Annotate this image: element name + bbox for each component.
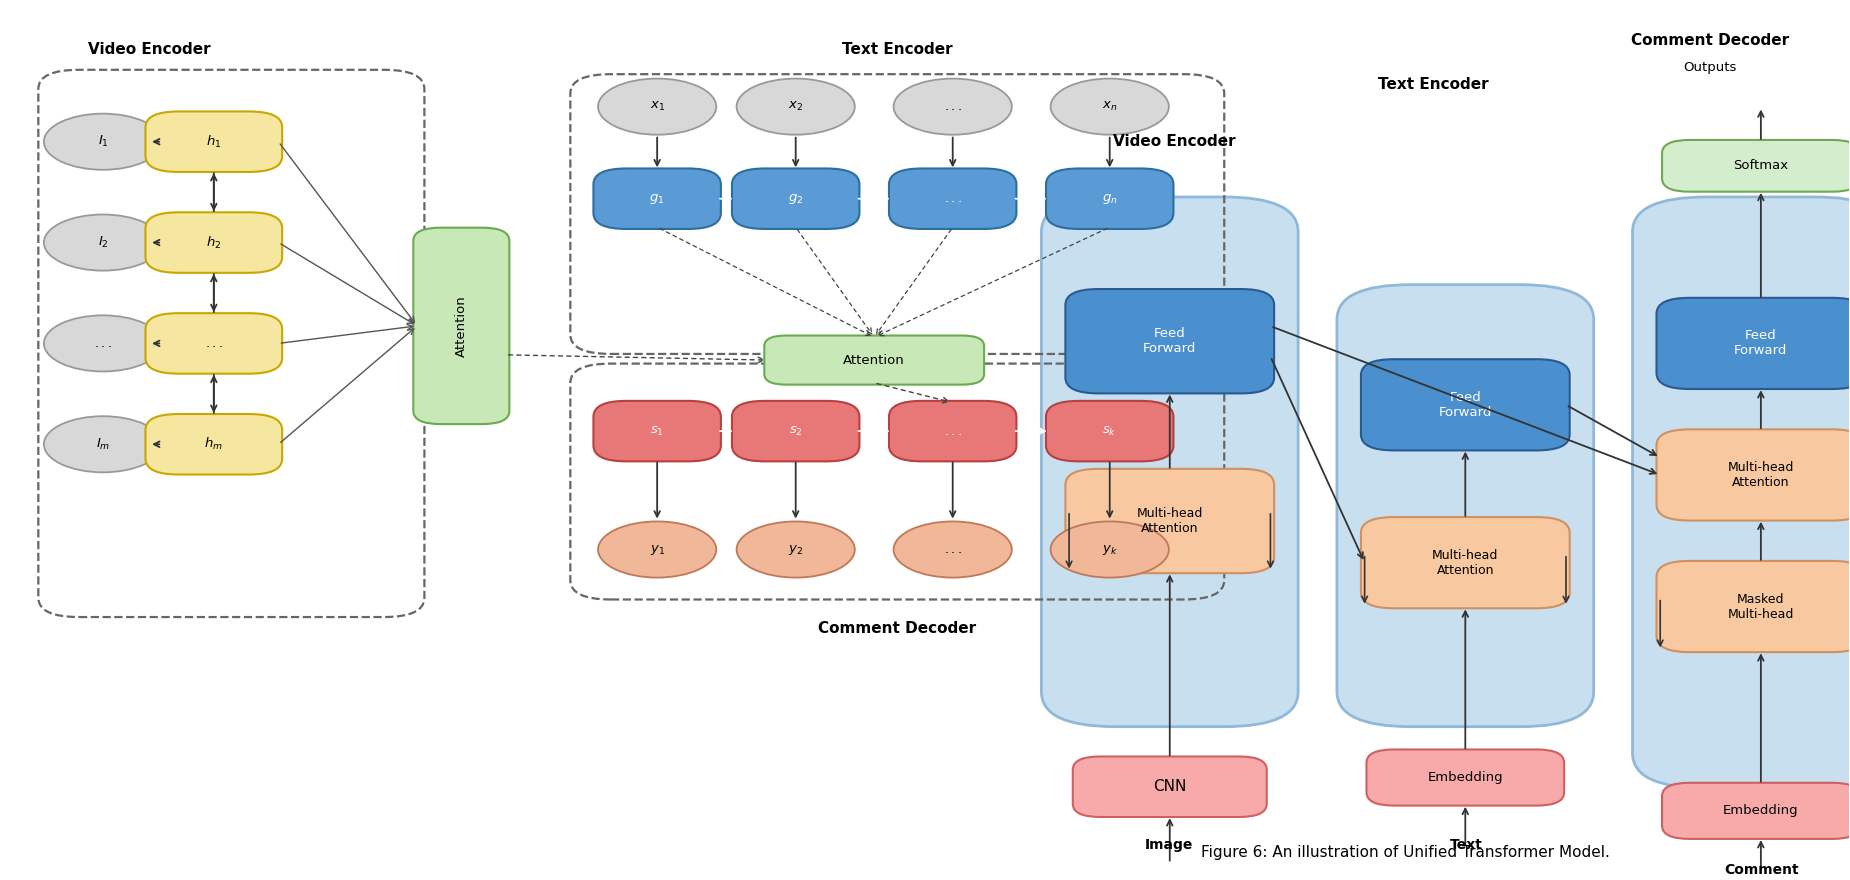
Text: $x_n$: $x_n$ [1103, 100, 1117, 114]
FancyBboxPatch shape [1066, 289, 1275, 393]
Text: Comment Decoder: Comment Decoder [818, 621, 977, 636]
Text: Comment Decoder: Comment Decoder [1632, 33, 1789, 48]
Text: Masked
Multi-head: Masked Multi-head [1728, 592, 1794, 620]
Text: $g_1$: $g_1$ [649, 192, 664, 206]
Text: $s_2$: $s_2$ [788, 424, 803, 437]
FancyBboxPatch shape [1367, 750, 1563, 805]
Circle shape [44, 114, 163, 170]
Text: $s_1$: $s_1$ [649, 424, 664, 437]
FancyBboxPatch shape [146, 414, 283, 474]
FancyBboxPatch shape [594, 401, 722, 461]
Text: $I_m$: $I_m$ [96, 436, 111, 451]
Text: $h_2$: $h_2$ [205, 234, 222, 251]
Text: Text Encoder: Text Encoder [1378, 77, 1487, 92]
FancyBboxPatch shape [1073, 757, 1267, 817]
Text: Video Encoder: Video Encoder [87, 42, 211, 57]
Circle shape [598, 522, 716, 577]
Text: Embedding: Embedding [1722, 804, 1798, 818]
Text: Attention: Attention [844, 354, 905, 367]
FancyBboxPatch shape [1066, 469, 1275, 573]
Text: CNN: CNN [1153, 780, 1186, 795]
Circle shape [1051, 522, 1169, 577]
Text: $h_1$: $h_1$ [205, 134, 222, 150]
Text: Multi-head
Attention: Multi-head Attention [1728, 461, 1794, 489]
Text: $y_k$: $y_k$ [1103, 542, 1117, 556]
Text: $...$: $...$ [944, 543, 962, 556]
Text: $g_2$: $g_2$ [788, 192, 803, 206]
Text: $h_m$: $h_m$ [205, 436, 224, 452]
Text: Multi-head
Attention: Multi-head Attention [1136, 507, 1203, 535]
FancyBboxPatch shape [1661, 140, 1850, 192]
Text: $x_1$: $x_1$ [649, 100, 664, 114]
Text: Feed
Forward: Feed Forward [1143, 327, 1197, 356]
Text: Figure 6: An illustration of Unified Transformer Model.: Figure 6: An illustration of Unified Tra… [1201, 845, 1610, 860]
FancyBboxPatch shape [890, 401, 1016, 461]
FancyBboxPatch shape [413, 228, 509, 424]
FancyBboxPatch shape [1362, 359, 1569, 451]
Circle shape [894, 78, 1012, 135]
Text: $y_1$: $y_1$ [649, 542, 664, 556]
Text: Embedding: Embedding [1428, 771, 1502, 784]
Text: Text Encoder: Text Encoder [842, 42, 953, 57]
FancyBboxPatch shape [1338, 284, 1593, 727]
Text: Feed
Forward: Feed Forward [1733, 329, 1787, 357]
Circle shape [44, 315, 163, 371]
Text: $I_2$: $I_2$ [98, 235, 109, 250]
FancyBboxPatch shape [1362, 517, 1569, 608]
FancyBboxPatch shape [733, 168, 860, 229]
Text: Comment: Comment [1724, 862, 1798, 876]
Text: $...$: $...$ [944, 425, 962, 437]
Text: Outputs: Outputs [1684, 61, 1737, 74]
Text: Multi-head
Attention: Multi-head Attention [1432, 548, 1499, 576]
Text: Text: Text [1450, 838, 1482, 852]
FancyBboxPatch shape [764, 335, 984, 385]
Circle shape [44, 416, 163, 473]
Circle shape [736, 78, 855, 135]
FancyBboxPatch shape [146, 313, 283, 374]
Text: $I_1$: $I_1$ [98, 134, 109, 150]
FancyBboxPatch shape [1656, 561, 1850, 652]
Text: $...$: $...$ [94, 337, 113, 350]
FancyBboxPatch shape [1045, 168, 1173, 229]
Text: $...$: $...$ [944, 192, 962, 205]
Circle shape [1051, 78, 1169, 135]
Text: Video Encoder: Video Encoder [1114, 135, 1236, 150]
FancyBboxPatch shape [594, 168, 722, 229]
FancyBboxPatch shape [146, 112, 283, 172]
Circle shape [598, 78, 716, 135]
Circle shape [894, 522, 1012, 577]
FancyBboxPatch shape [1661, 783, 1850, 839]
Text: Attention: Attention [455, 295, 468, 356]
Circle shape [736, 522, 855, 577]
Text: Image: Image [1145, 838, 1193, 852]
Text: $s_k$: $s_k$ [1103, 424, 1117, 437]
FancyBboxPatch shape [733, 401, 860, 461]
Text: Feed
Forward: Feed Forward [1439, 391, 1491, 419]
Text: $y_2$: $y_2$ [788, 542, 803, 556]
FancyBboxPatch shape [1045, 401, 1173, 461]
Circle shape [44, 215, 163, 271]
Text: Softmax: Softmax [1733, 159, 1789, 172]
FancyBboxPatch shape [890, 168, 1016, 229]
Text: $...$: $...$ [944, 100, 962, 114]
Text: $x_2$: $x_2$ [788, 100, 803, 114]
Text: $...$: $...$ [205, 337, 224, 350]
FancyBboxPatch shape [146, 212, 283, 273]
FancyBboxPatch shape [1632, 197, 1850, 788]
FancyBboxPatch shape [1656, 429, 1850, 521]
Text: $g_n$: $g_n$ [1103, 192, 1117, 206]
FancyBboxPatch shape [1042, 197, 1299, 727]
FancyBboxPatch shape [1656, 297, 1850, 389]
